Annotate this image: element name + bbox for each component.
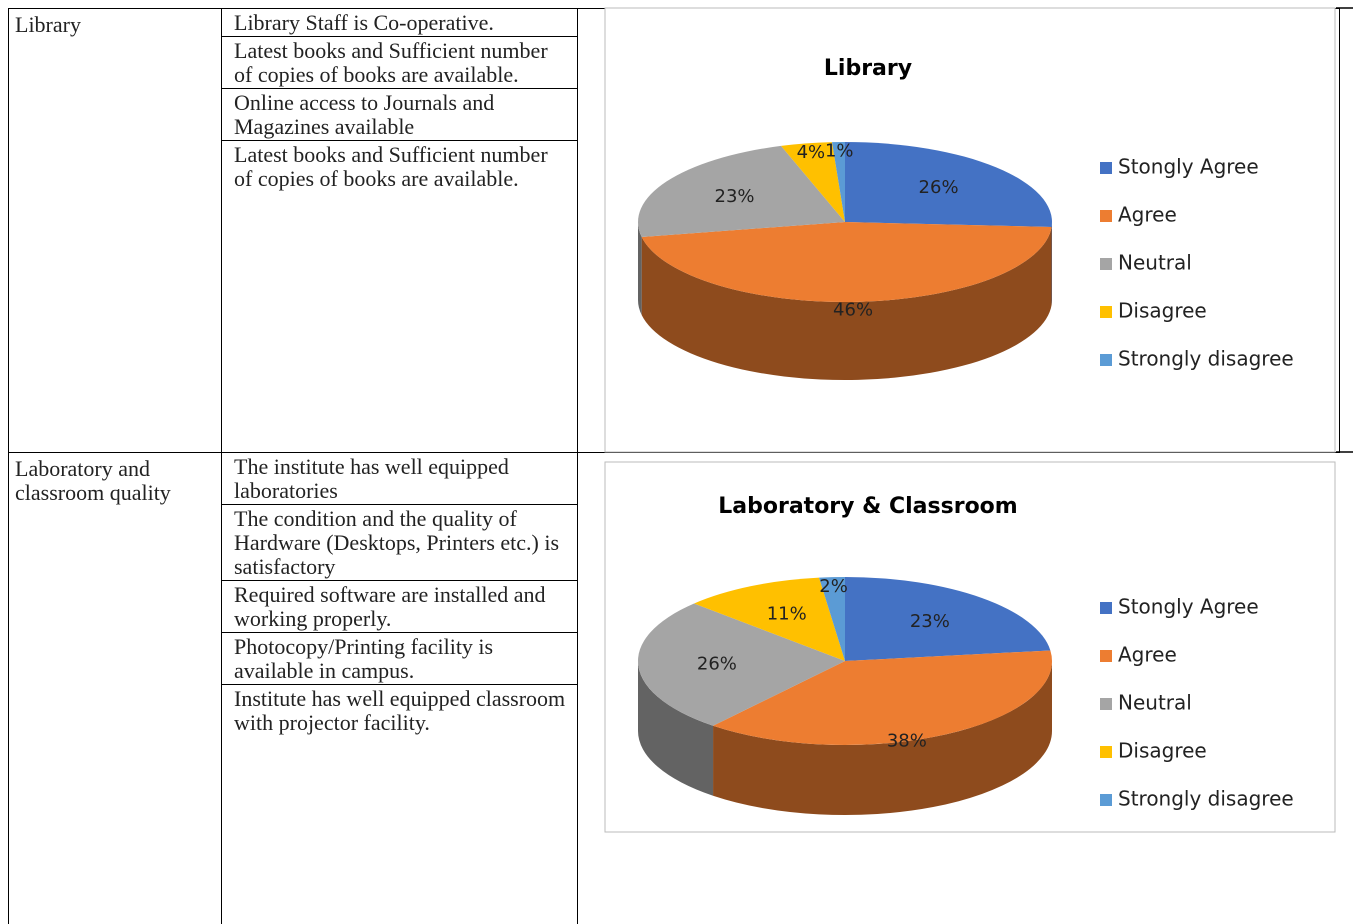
legend-label: Neutral <box>1118 251 1192 275</box>
chart-title: Laboratory & Classroom <box>718 494 1017 519</box>
legend-label: Strongly disagree <box>1118 787 1294 811</box>
data-label: 2% <box>819 576 848 597</box>
legend-swatch <box>1100 162 1112 174</box>
legend-label: Agree <box>1118 643 1177 667</box>
legend-swatch <box>1100 746 1112 758</box>
data-label: 11% <box>767 604 807 625</box>
chart-title: Library <box>824 56 912 81</box>
slice <box>845 142 1052 228</box>
legend-label: Strongly disagree <box>1118 347 1294 371</box>
legend-label: Disagree <box>1118 739 1207 763</box>
statement: Latest books and Sufficient number of co… <box>234 142 548 191</box>
statements: Library Staff is Co-operative. Latest boo… <box>221 8 578 453</box>
legend-swatch <box>1100 306 1112 318</box>
statement: The condition and the quality of Hardwar… <box>222 505 577 581</box>
row-label: Library <box>8 8 222 453</box>
data-label: 46% <box>833 300 873 321</box>
statement: Photocopy/Printing facility is available… <box>222 633 577 685</box>
statement: Institute has well equipped classroom wi… <box>234 686 566 735</box>
slice <box>694 577 845 661</box>
slice <box>638 603 845 726</box>
legend-label: Agree <box>1118 203 1177 227</box>
slice <box>713 650 1053 745</box>
legend-swatch <box>1100 210 1112 222</box>
data-label: 1% <box>825 141 854 162</box>
data-label: 38% <box>887 731 927 752</box>
legend-label: Stongly Agree <box>1118 595 1259 619</box>
data-label: 26% <box>919 177 959 198</box>
legend-swatch <box>1100 794 1112 806</box>
slice <box>781 142 845 222</box>
slice <box>638 145 845 237</box>
slice-side <box>713 661 1052 815</box>
slice <box>819 577 845 661</box>
slice <box>845 577 1051 661</box>
slice-side <box>638 661 714 796</box>
slice-side <box>638 222 642 315</box>
slice <box>641 222 1052 303</box>
legend-swatch <box>1100 698 1112 710</box>
statement: The institute has well equipped laborato… <box>222 453 577 505</box>
data-label: 26% <box>697 653 737 674</box>
legend-swatch <box>1100 354 1112 366</box>
data-label: 23% <box>715 186 755 207</box>
statement: Required software are installed and work… <box>222 581 577 633</box>
statements: The institute has well equipped laborato… <box>221 452 578 924</box>
statement: Library Staff is Co-operative. <box>222 9 577 37</box>
legend-label: Neutral <box>1118 691 1192 715</box>
slice-side <box>641 227 1052 381</box>
legend-swatch <box>1100 258 1112 270</box>
slice <box>832 142 845 222</box>
row-label: Laboratory and classroom quality <box>8 452 222 924</box>
legend-label: Disagree <box>1118 299 1207 323</box>
data-label: 23% <box>910 611 950 632</box>
legend-label: Stongly Agree <box>1118 155 1259 179</box>
data-label: 4% <box>797 142 826 163</box>
statement: Latest books and Sufficient number of co… <box>222 37 577 89</box>
legend-swatch <box>1100 602 1112 614</box>
legend-swatch <box>1100 650 1112 662</box>
statement: Online access to Journals and Magazines … <box>222 89 577 141</box>
